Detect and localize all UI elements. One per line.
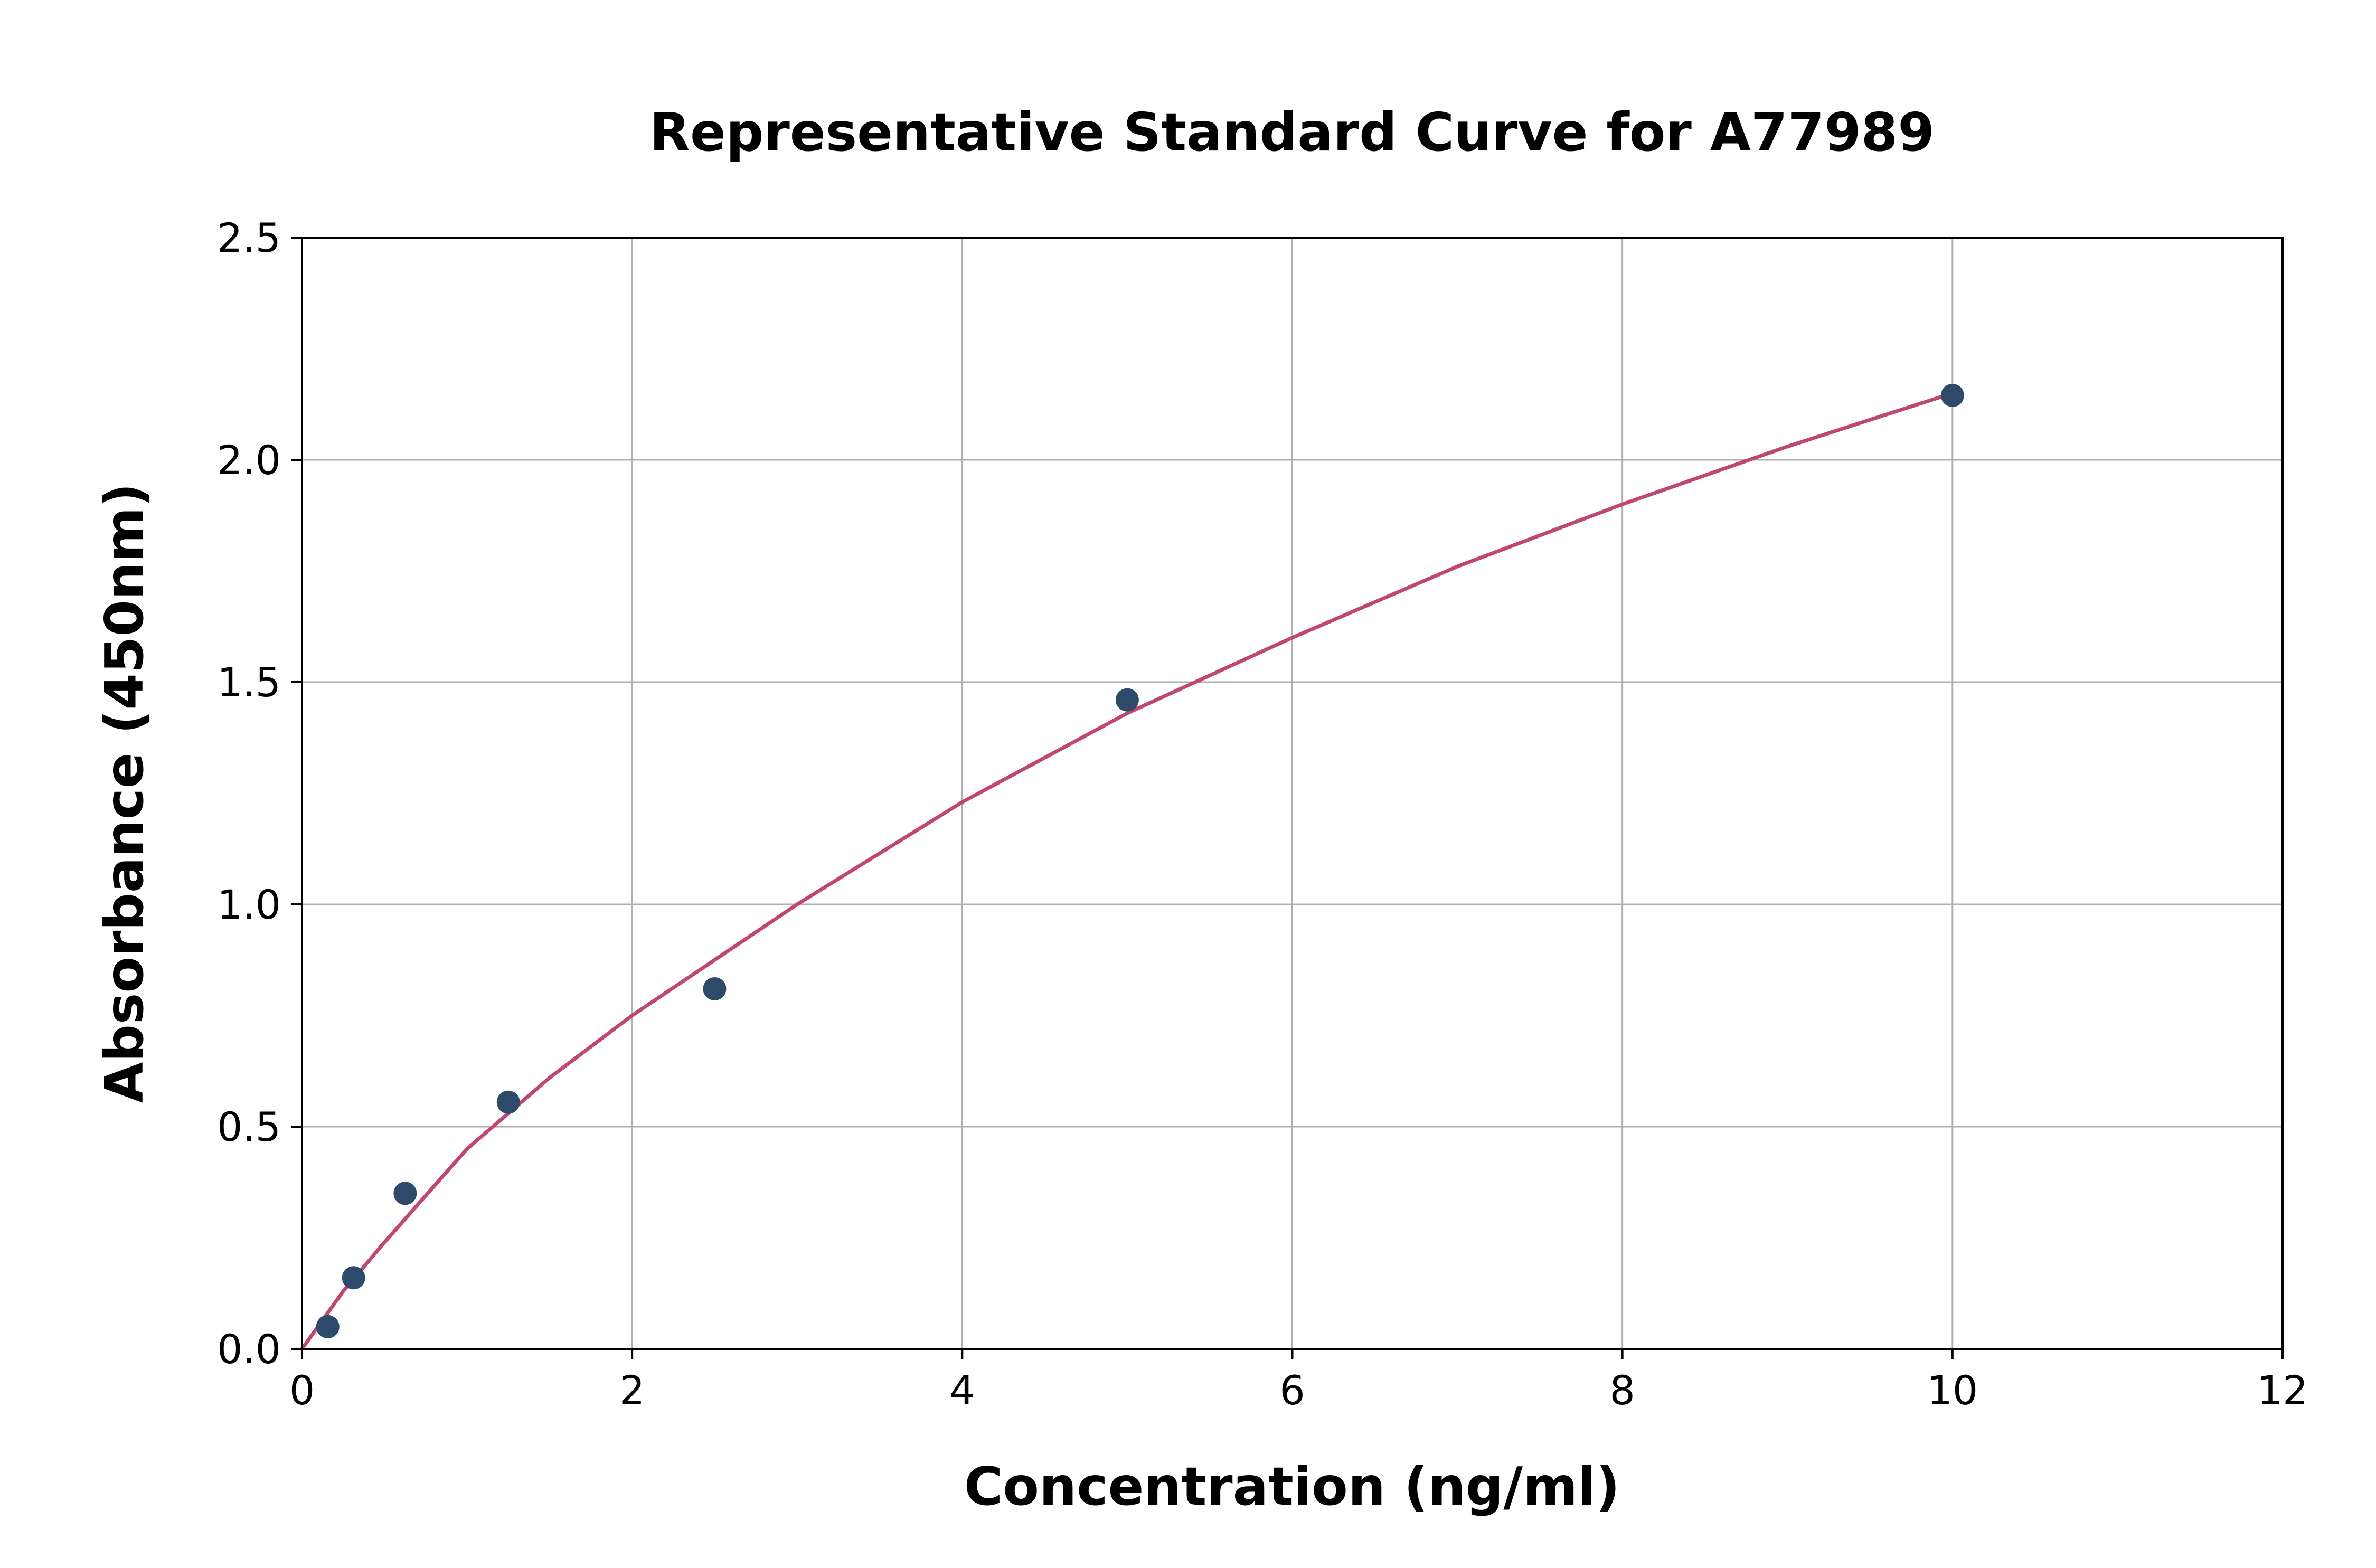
x-tick-label: 10 [1927, 1367, 1978, 1414]
x-tick-label: 2 [619, 1367, 645, 1414]
data-point [1115, 688, 1139, 712]
y-axis-label: Absorbance (450nm) [93, 483, 155, 1103]
data-point [703, 977, 727, 1000]
x-axis-label: Concentration (ng/ml) [964, 1456, 1620, 1517]
grid [301, 237, 2284, 1350]
axis-ticks: 0 2 4 6 8 10 12 0.0 0.5 1.0 1.5 2.0 2.5 [217, 214, 2308, 1414]
data-point [316, 1315, 340, 1338]
x-tick-label: 4 [949, 1367, 975, 1414]
x-tick-label: 12 [2257, 1367, 2308, 1414]
x-tick-label: 0 [289, 1367, 315, 1414]
y-tick-label: 1.5 [217, 659, 281, 706]
y-tick-label: 0.5 [217, 1103, 281, 1150]
chart-title: Representative Standard Curve for A77989 [649, 101, 1935, 163]
y-tick-label: 1.0 [217, 881, 281, 928]
y-tick-label: 2.0 [217, 437, 281, 484]
x-tick-label: 6 [1279, 1367, 1305, 1414]
data-point [393, 1182, 417, 1205]
data-point [1940, 383, 1964, 407]
plot-marks [300, 383, 1964, 1350]
fit-curve [300, 391, 1953, 1350]
data-point [496, 1090, 520, 1114]
y-tick-label: 0.0 [217, 1326, 281, 1373]
x-tick-label: 8 [1609, 1367, 1635, 1414]
data-point [342, 1266, 365, 1290]
y-tick-label: 2.5 [217, 214, 281, 261]
